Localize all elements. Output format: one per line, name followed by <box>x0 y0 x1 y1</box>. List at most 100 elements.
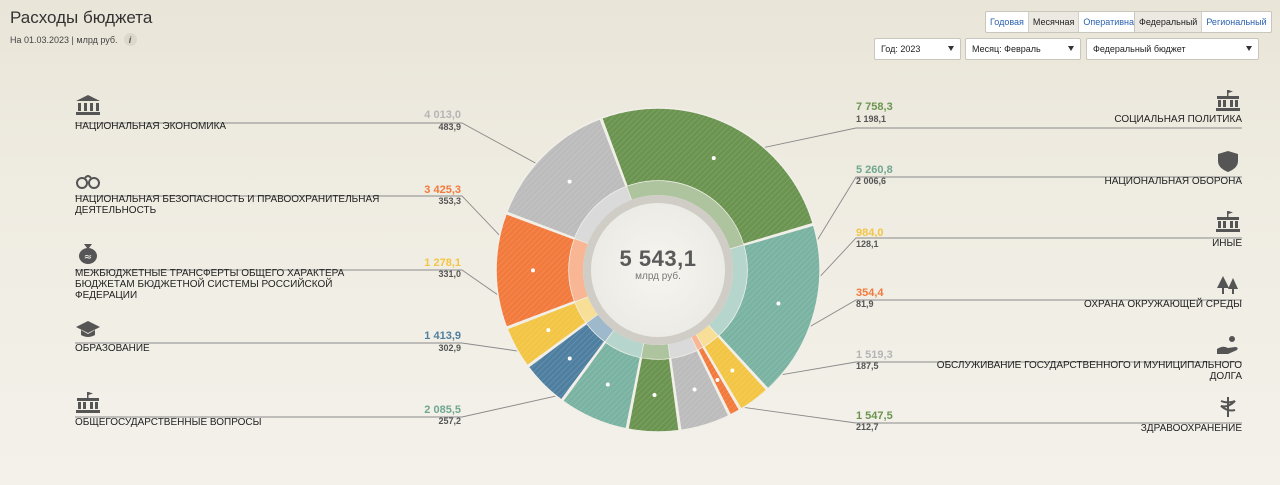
fact-value-security: 353,3 <box>438 196 461 206</box>
slice-texture-other <box>703 335 767 410</box>
inner-slice-environment <box>691 334 703 350</box>
slice-dot-environment <box>715 377 720 382</box>
money-bag-icon: ≈ <box>79 244 97 264</box>
leader-line-economy <box>75 122 570 183</box>
bank-icon <box>76 95 100 115</box>
category-label-economy: НАЦИОНАЛЬНАЯ ЭКОНОМИКА <box>75 121 227 132</box>
plan-value-environment: 354,4 <box>856 287 884 299</box>
budget-select-value: Федеральный бюджет <box>1093 44 1186 54</box>
category-label-environment: ОХРАНА ОКРУЖАЮЩЕЙ СРЕДЫ <box>1084 299 1242 310</box>
government-icon <box>76 392 100 413</box>
year-select-value: Год: 2023 <box>881 44 921 54</box>
fact-value-health: 212,7 <box>856 422 879 432</box>
fact-value-environment: 81,9 <box>856 299 874 309</box>
slice-dot-social <box>711 156 716 161</box>
category-label-education: ОБРАЗОВАНИЕ <box>75 343 150 354</box>
slice-dot-defense <box>776 301 781 306</box>
handcuffs-icon <box>76 175 100 189</box>
slice-dot-transfers <box>546 328 551 333</box>
page-subtitle: На 01.03.2023 | млрд руб. i <box>10 33 137 46</box>
tab-operative[interactable]: Оперативная <box>1083 17 1139 27</box>
category-label-social: СОЦИАЛЬНАЯ ПОЛИТИКА <box>1114 114 1242 125</box>
tab-regional[interactable]: Региональный <box>1206 17 1267 27</box>
slice-dot-debt <box>692 387 697 392</box>
fact-value-debt: 187,5 <box>856 361 879 371</box>
category-label-health: ЗДРАВООХРАНЕНИЕ <box>1140 423 1242 434</box>
slice-dots <box>531 156 781 397</box>
slice-dot-general <box>605 382 610 387</box>
graduation-cap-icon <box>76 321 100 337</box>
slice-dot-security <box>531 268 536 273</box>
tab-annual[interactable]: Годовая <box>986 12 1029 32</box>
inner-slice-general <box>605 330 644 358</box>
inner-slice-health <box>641 343 670 359</box>
info-icon[interactable]: i <box>123 33 137 46</box>
inner-slice-other <box>696 325 718 347</box>
building-icon <box>1216 211 1240 232</box>
level-tabs: Федеральный Региональный <box>1134 11 1272 33</box>
center-unit: млрд руб. <box>635 271 681 282</box>
slice-texture-security <box>496 213 575 328</box>
period-tabs: Годовая Месячная Оперативная <box>985 11 1144 33</box>
slice-texture-defense <box>718 225 820 389</box>
slice-texture-social <box>601 107 814 245</box>
slice-dot-health <box>652 392 657 397</box>
fact-value-other: 128,1 <box>856 239 879 249</box>
leader-line-general <box>75 384 608 418</box>
plan-value-social: 7 758,3 <box>856 101 893 113</box>
plan-value-debt: 1 519,3 <box>856 349 893 361</box>
plan-value-education: 1 413,9 <box>424 330 461 342</box>
caduceus-icon <box>1220 397 1236 417</box>
inner-slice-debt <box>668 337 697 359</box>
hand-coins-icon <box>1217 336 1238 354</box>
plan-value-defense: 5 260,8 <box>856 164 893 176</box>
month-select-value: Месяц: Февраль <box>972 44 1041 54</box>
inner-slice-transfers <box>575 297 598 323</box>
inner-slice-economy <box>574 186 632 244</box>
center-hole <box>591 203 725 337</box>
fact-value-defense: 2 006,6 <box>856 176 887 186</box>
fact-value-general: 257,2 <box>438 416 461 426</box>
inner-slice-social <box>627 181 744 249</box>
tab-federal[interactable]: Федеральный <box>1135 12 1203 32</box>
report-date-unit: На 01.03.2023 | млрд руб. <box>10 34 118 45</box>
category-label-other: ИНЫЕ <box>1212 238 1242 249</box>
fact-value-education: 302,9 <box>438 343 461 353</box>
fact-value-economy: 483,9 <box>438 122 461 132</box>
inner-slice-education <box>586 314 614 342</box>
budget-select[interactable]: Федеральный бюджет <box>1086 38 1259 60</box>
fact-value-social: 1 198,1 <box>856 114 887 124</box>
category-label-transfers: МЕЖБЮДЖЕТНЫЕ ТРАНСФЕРТЫ ОБЩЕГО ХАРАКТЕРА… <box>75 268 345 301</box>
slice-dot-other <box>730 368 735 373</box>
slice-texture-general <box>562 341 641 429</box>
slice-dot-economy <box>567 179 572 184</box>
plan-value-general: 2 085,5 <box>424 404 461 416</box>
inner-ring <box>568 181 748 359</box>
category-label-defense: НАЦИОНАЛЬНАЯ ОБОРОНА <box>1104 176 1242 187</box>
trees-icon <box>1217 276 1238 294</box>
inner-slice-defense <box>708 245 748 336</box>
category-label-debt: ОБСЛУЖИВАНИЕ ГОСУДАРСТВЕННОГО И МУНИЦИПА… <box>936 360 1242 382</box>
category-label-security: НАЦИОНАЛЬНАЯ БЕЗОПАСНОСТЬ И ПРАВООХРАНИТ… <box>75 194 380 216</box>
plan-value-other: 984,0 <box>856 227 884 239</box>
social-building-icon <box>1216 90 1240 111</box>
plan-value-economy: 4 013,0 <box>424 109 461 121</box>
plan-value-transfers: 1 278,1 <box>424 257 461 269</box>
slice-dot-education <box>567 356 572 361</box>
slice-texture-education <box>528 323 605 401</box>
leader-line-social <box>713 127 1242 159</box>
month-select[interactable]: Месяц: Февраль <box>965 38 1081 60</box>
inner-slice-security <box>568 239 588 302</box>
tab-monthly[interactable]: Месячная <box>1028 12 1080 32</box>
chevron-down-icon <box>1246 46 1252 51</box>
center-total: 5 543,1 <box>619 246 697 271</box>
slice-texture-transfers <box>507 302 587 366</box>
svg-text:≈: ≈ <box>84 252 92 263</box>
chevron-down-icon <box>1068 46 1074 51</box>
year-select[interactable]: Год: 2023 <box>874 38 961 60</box>
page-title: Расходы бюджета <box>10 8 153 27</box>
plan-value-security: 3 425,3 <box>424 184 461 196</box>
fact-value-transfers: 331,0 <box>438 269 461 279</box>
shield-icon <box>1218 151 1238 172</box>
